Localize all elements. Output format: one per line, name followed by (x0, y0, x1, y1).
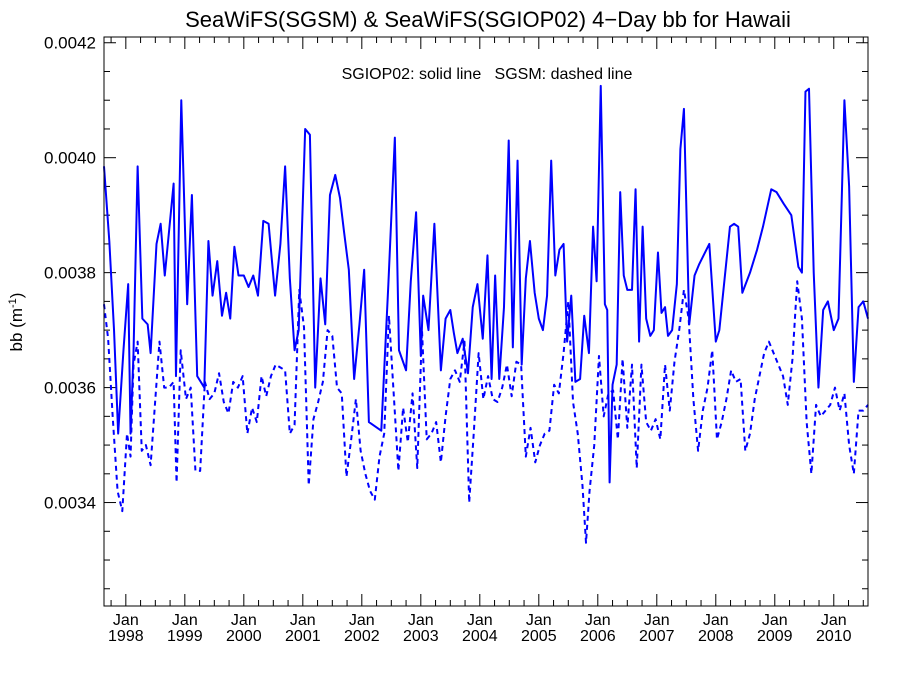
x-tick-month-label: Jan (585, 612, 611, 629)
plot-series (103, 84, 869, 544)
y-tick-label: 0.0036 (44, 379, 96, 398)
series-line-sgiop02 (103, 84, 869, 484)
x-tick-year-label: 2008 (698, 628, 734, 645)
plot-frame (103, 36, 869, 607)
x-tick-month-label: Jan (231, 612, 257, 629)
x-tick-month-label: Jan (762, 612, 788, 629)
x-tick-year-label: 2007 (639, 628, 675, 645)
x-tick-month-label: Jan (408, 612, 434, 629)
series-line-sgsm (103, 280, 869, 544)
x-tick-year-label: 2003 (403, 628, 439, 645)
x-tick-month-label: Jan (349, 612, 375, 629)
x-tick-year-label: 1999 (167, 628, 203, 645)
x-tick-year-label: 1998 (108, 628, 144, 645)
y-axis-label: bb (m-1) (7, 293, 26, 352)
y-tick-label: 0.0042 (44, 34, 96, 53)
x-tick-year-label: 2001 (285, 628, 321, 645)
x-tick-month-label: Jan (703, 612, 729, 629)
y-axis: 0.0034 0.0036 0.0038 0.0040 0.0042 (44, 34, 868, 590)
x-tick-month-label: Jan (526, 612, 552, 629)
x-tick-year-label: 2010 (816, 628, 852, 645)
x-tick-month-label: Jan (467, 612, 493, 629)
x-tick-month-label: Jan (290, 612, 316, 629)
y-tick-label: 0.0040 (44, 149, 96, 168)
x-tick-year-label: 2004 (462, 628, 498, 645)
x-tick-month-label: Jan (821, 612, 847, 629)
chart-title: SeaWiFS(SGSM) & SeaWiFS(SGIOP02) 4−Day b… (185, 7, 791, 32)
x-axis: Jan1998Jan1999Jan2000Jan2001Jan2002Jan20… (108, 37, 864, 645)
x-tick-month-label: Jan (113, 612, 139, 629)
x-tick-month-label: Jan (172, 612, 198, 629)
x-tick-year-label: 2006 (580, 628, 616, 645)
y-tick-label: 0.0034 (44, 494, 96, 513)
x-tick-year-label: 2002 (344, 628, 380, 645)
x-tick-year-label: 2005 (521, 628, 557, 645)
y-tick-label: 0.0038 (44, 264, 96, 283)
chart-annotation: SGIOP02: solid line SGSM: dashed line (342, 66, 633, 83)
x-tick-month-label: Jan (644, 612, 670, 629)
x-tick-year-label: 2000 (226, 628, 262, 645)
x-tick-year-label: 2009 (757, 628, 793, 645)
